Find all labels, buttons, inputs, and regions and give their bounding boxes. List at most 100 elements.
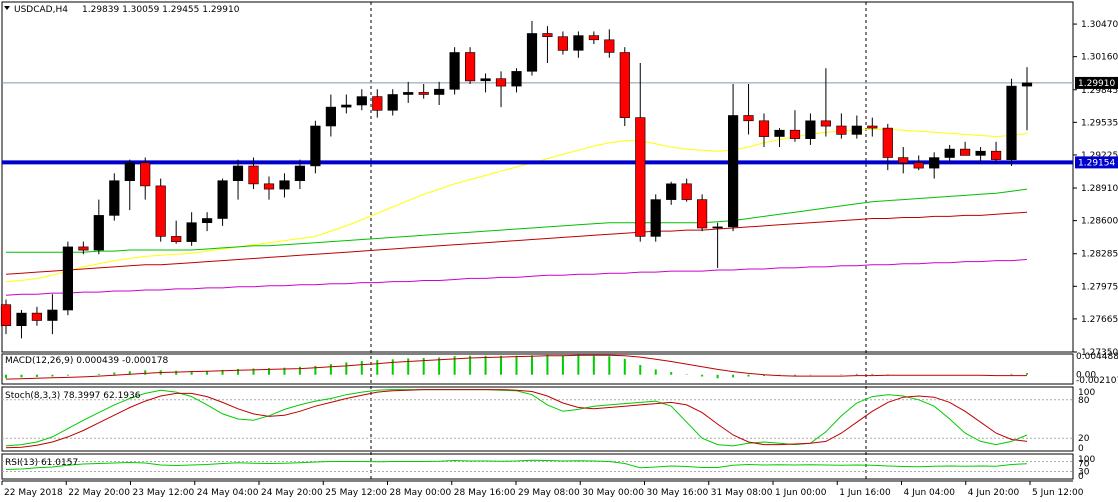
macd-tick-label: 0.004488: [1076, 352, 1118, 362]
candle-bull[interactable]: [851, 125, 862, 135]
time-tick-label: 25 May 12:00: [325, 488, 387, 498]
stoch-tick-label: 100: [1078, 388, 1095, 398]
candle-bear[interactable]: [557, 36, 568, 51]
time-tick-label: 22 May 2018: [4, 488, 63, 498]
candle-bull[interactable]: [480, 78, 491, 82]
candle-bull[interactable]: [975, 150, 986, 156]
price-tick-label: 1.27975: [1081, 282, 1118, 292]
stoch-tick-label: 20: [1078, 434, 1090, 444]
candle-bull[interactable]: [93, 215, 104, 251]
stoch-tick-label: 0: [1078, 444, 1084, 454]
candle-bull[interactable]: [666, 183, 677, 200]
candle-bull[interactable]: [434, 88, 445, 95]
candle-bull[interactable]: [62, 246, 73, 311]
candle-bear[interactable]: [542, 33, 553, 38]
time-tick-label: 22 May 20:00: [68, 488, 130, 498]
candle-bear[interactable]: [990, 150, 1002, 160]
time-tick-label: 31 May 08:00: [711, 488, 773, 498]
time-tick-label: 5 Jun 12:00: [1032, 488, 1084, 498]
candle-bear[interactable]: [789, 129, 801, 139]
candle-bear[interactable]: [820, 120, 831, 127]
candle-bear[interactable]: [372, 96, 383, 111]
candle-bull[interactable]: [929, 157, 940, 169]
candle-bear[interactable]: [464, 52, 476, 82]
time-tick-label: 1 Jun 00:00: [775, 488, 827, 498]
time-tick-label: 1 Jun 16:00: [839, 488, 891, 498]
candle-bull[interactable]: [109, 180, 120, 216]
support-price-label-box: [1075, 156, 1118, 169]
candle-bear[interactable]: [495, 78, 507, 87]
candle-bull[interactable]: [186, 222, 197, 242]
current-price-label-box: [1075, 76, 1118, 89]
candle-bear[interactable]: [78, 246, 89, 251]
candle-bull[interactable]: [202, 218, 213, 223]
candle-bear[interactable]: [619, 52, 630, 118]
time-tick-label: 24 May 20:00: [261, 488, 323, 498]
stoch-signal-line: [5, 389, 1028, 449]
price-tick-label: 1.28600: [1081, 217, 1118, 227]
candle-bull[interactable]: [16, 312, 27, 327]
candle-bear[interactable]: [743, 115, 754, 122]
rsi-tick-label: 70: [1078, 460, 1090, 470]
candle-bull[interactable]: [232, 165, 244, 181]
candle-bear[interactable]: [867, 125, 878, 129]
rsi-tick-label: 30: [1078, 468, 1090, 478]
candle-bull[interactable]: [1006, 85, 1017, 160]
candle-bear[interactable]: [588, 35, 599, 41]
stoch-main-line: [5, 389, 1028, 447]
candle-bear[interactable]: [171, 236, 182, 242]
candle-bear[interactable]: [604, 39, 615, 53]
candle-bear[interactable]: [248, 165, 259, 185]
candle-bull[interactable]: [356, 96, 367, 106]
candle-bull[interactable]: [217, 180, 228, 219]
candle-bear[interactable]: [898, 157, 909, 164]
candle-bear[interactable]: [758, 120, 770, 137]
candle-bear[interactable]: [635, 117, 646, 237]
candle-bear[interactable]: [418, 92, 429, 95]
candle-bull[interactable]: [774, 129, 785, 137]
candle-bull[interactable]: [511, 71, 522, 87]
candle-bull[interactable]: [727, 115, 739, 228]
candle-bear[interactable]: [140, 162, 151, 187]
candle-bear[interactable]: [913, 162, 924, 169]
time-tick-label: 28 May 00:00: [390, 488, 452, 498]
rsi-tick-label: 0: [1078, 472, 1084, 482]
candle-bear[interactable]: [31, 312, 42, 321]
candle-bull[interactable]: [1021, 82, 1033, 87]
candle-bull[interactable]: [944, 148, 955, 158]
candle-bear[interactable]: [882, 127, 893, 158]
candle-bull[interactable]: [47, 309, 58, 321]
candle-bull[interactable]: [325, 106, 337, 127]
candle-bear[interactable]: [681, 183, 692, 200]
candle-bull[interactable]: [387, 94, 398, 111]
time-tick-label: 30 May 00:00: [582, 488, 644, 498]
candle-bull[interactable]: [526, 33, 538, 72]
candle-bull[interactable]: [294, 165, 306, 181]
candle-bull[interactable]: [279, 180, 290, 190]
candle-bull[interactable]: [403, 92, 414, 95]
chart-menu-icon[interactable]: [4, 6, 10, 10]
time-tick-label: 24 May 04:00: [197, 488, 259, 498]
candle-bear[interactable]: [0, 304, 12, 327]
candle-bear[interactable]: [696, 199, 708, 229]
candle-bull[interactable]: [449, 52, 460, 90]
time-tick-label: 28 May 16:00: [454, 488, 516, 498]
candle-bull[interactable]: [805, 120, 816, 140]
macd-signal-line: [5, 354, 1027, 380]
chart-header-symbol: USDCAD,H4: [14, 5, 68, 15]
rsi-label: RSI(13) 61.0157: [5, 458, 78, 468]
candle-bear[interactable]: [959, 148, 971, 156]
price-tick-label: 1.28285: [1081, 250, 1118, 260]
candle-bull[interactable]: [573, 35, 584, 51]
candle-bull[interactable]: [124, 162, 135, 182]
candle-bear[interactable]: [263, 183, 275, 190]
candle-bear[interactable]: [836, 125, 847, 135]
candle-bull[interactable]: [341, 104, 352, 108]
candle-bear[interactable]: [155, 185, 166, 237]
candle-bull[interactable]: [310, 125, 321, 167]
candle-bull[interactable]: [712, 226, 723, 229]
candle-bull[interactable]: [650, 199, 661, 237]
macd-tick-label: 0.00: [1076, 371, 1096, 381]
